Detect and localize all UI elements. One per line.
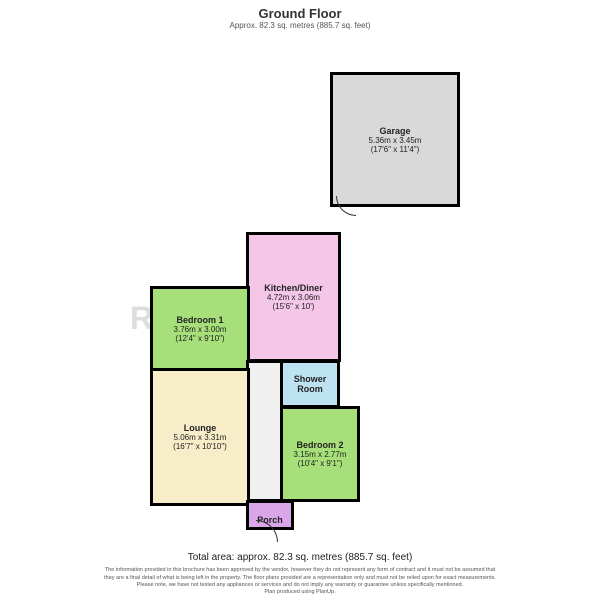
room-name: Shower Room xyxy=(283,374,337,394)
floor-subtitle: Approx. 82.3 sq. metres (885.7 sq. feet) xyxy=(0,21,600,30)
room-shower: Shower Room xyxy=(280,360,340,408)
room-name: Garage xyxy=(333,126,457,136)
room-dim-metric: 5.06m x 3.31m xyxy=(153,433,247,442)
room-dim-imperial: (15'6" x 10') xyxy=(249,302,338,311)
floor-plan: REDMAN CA Garage 5.36m x 3.45m (17'6" x … xyxy=(0,30,600,570)
room-name: Kitchen/Diner xyxy=(249,283,338,293)
room-dim-metric: 3.76m x 3.00m xyxy=(153,325,247,334)
room-name: Bedroom 2 xyxy=(283,440,357,450)
floor-title: Ground Floor xyxy=(0,6,600,21)
total-area: Total area: approx. 82.3 sq. metres (885… xyxy=(0,552,600,563)
disclaimer-line: they are a final detail of what is being… xyxy=(0,575,600,582)
room-name: Lounge xyxy=(153,423,247,433)
disclaimer-line: Plan produced using PlanUp. xyxy=(0,589,600,596)
room-dim-metric: 4.72m x 3.06m xyxy=(249,293,338,302)
room-bedroom1: Bedroom 1 3.76m x 3.00m (12'4" x 9'10") xyxy=(150,286,250,372)
room-name: Bedroom 1 xyxy=(153,315,247,325)
disclaimer-line: Please note, we have not tested any appl… xyxy=(0,582,600,589)
room-bedroom2: Bedroom 2 3.15m x 2.77m (10'4" x 9'1") xyxy=(280,406,360,502)
header: Ground Floor Approx. 82.3 sq. metres (88… xyxy=(0,0,600,30)
room-dim-imperial: (12'4" x 9'10") xyxy=(153,334,247,343)
room-hall xyxy=(246,360,283,502)
room-dim-imperial: (10'4" x 9'1") xyxy=(283,459,357,468)
room-garage: Garage 5.36m x 3.45m (17'6" x 11'4") xyxy=(330,72,460,207)
room-dim-metric: 3.15m x 2.77m xyxy=(283,450,357,459)
room-kitchen: Kitchen/Diner 4.72m x 3.06m (15'6" x 10'… xyxy=(246,232,341,362)
door-arc xyxy=(336,196,356,216)
room-lounge: Lounge 5.06m x 3.31m (16'7" x 10'10") xyxy=(150,368,250,506)
room-dim-metric: 5.36m x 3.45m xyxy=(333,136,457,145)
footer: Total area: approx. 82.3 sq. metres (885… xyxy=(0,552,600,596)
room-dim-imperial: (16'7" x 10'10") xyxy=(153,442,247,451)
room-dim-imperial: (17'6" x 11'4") xyxy=(333,145,457,154)
disclaimer-line: The information provided in this brochur… xyxy=(0,567,600,574)
